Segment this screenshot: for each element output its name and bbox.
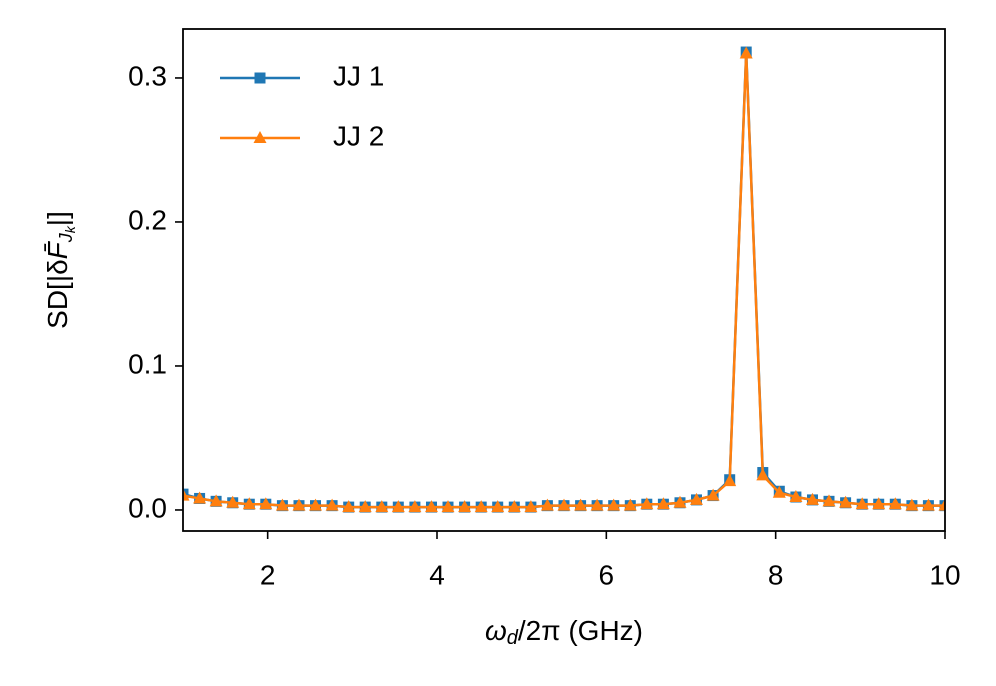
marker (325, 498, 339, 511)
x-tick-label: 6 (599, 559, 615, 590)
marker (209, 494, 223, 507)
marker (938, 498, 945, 511)
marker (888, 497, 902, 510)
marker (756, 468, 770, 481)
marker (921, 498, 935, 511)
marker (491, 500, 505, 513)
marker (424, 500, 438, 513)
marker (557, 498, 571, 511)
marker (540, 498, 554, 511)
x-axis-label: ωd/2π (GHz) (485, 615, 643, 649)
x-label-part: d (507, 627, 519, 649)
y-label-part: J (56, 232, 76, 243)
marker (242, 497, 256, 510)
marker (375, 500, 389, 513)
marker (507, 500, 521, 513)
marker (358, 500, 372, 513)
y-tick-label: 0.0 (128, 492, 167, 523)
marker (183, 488, 190, 501)
x-tick-label: 2 (260, 559, 276, 590)
marker (474, 500, 488, 513)
marker (656, 497, 670, 510)
marker (259, 497, 273, 510)
marker (607, 498, 621, 511)
x-tick-label: 10 (929, 559, 960, 590)
marker (342, 500, 356, 513)
marker (772, 485, 786, 498)
marker (690, 492, 704, 505)
marker (292, 498, 306, 511)
marker (590, 498, 604, 511)
marker (805, 492, 819, 505)
marker (822, 494, 836, 507)
x-label-part: /2π (GHz) (518, 615, 643, 646)
marker (309, 498, 323, 511)
marker (391, 500, 405, 513)
marker (524, 500, 538, 513)
marker (226, 495, 240, 508)
marker (441, 500, 455, 513)
marker (275, 498, 289, 511)
marker (623, 498, 637, 511)
y-axis-label: SD[|δF̄Jk|] (42, 211, 77, 329)
marker (905, 498, 919, 511)
marker (789, 490, 803, 503)
plot-frame (182, 28, 946, 532)
marker (673, 495, 687, 508)
plot-area (183, 46, 945, 513)
x-label-part: ω (485, 615, 507, 646)
marker (253, 131, 267, 143)
marker (706, 488, 720, 501)
y-tick-label: 0.2 (128, 204, 167, 235)
marker (574, 498, 588, 511)
y-tick-label: 0.1 (128, 348, 167, 379)
marker (408, 500, 422, 513)
legend-label: JJ 2 (333, 120, 384, 151)
marker (839, 495, 853, 508)
y-label-part: SD[|δ (42, 259, 73, 329)
y-label-part: |] (42, 211, 73, 226)
marker (458, 500, 472, 513)
marker (640, 497, 654, 510)
x-tick-label: 4 (429, 559, 445, 590)
x-tick-label: 8 (768, 559, 784, 590)
series-line (183, 53, 945, 509)
y-label-part: k (62, 225, 78, 233)
marker (855, 497, 869, 510)
series-line (183, 51, 945, 509)
marker (739, 46, 753, 59)
legend-label: JJ 1 (333, 60, 384, 91)
marker (723, 474, 737, 487)
marker (254, 72, 266, 84)
y-tick-label: 0.3 (128, 60, 167, 91)
y-label-part: F̄ (42, 240, 73, 259)
marker (872, 497, 886, 510)
marker (193, 491, 207, 504)
